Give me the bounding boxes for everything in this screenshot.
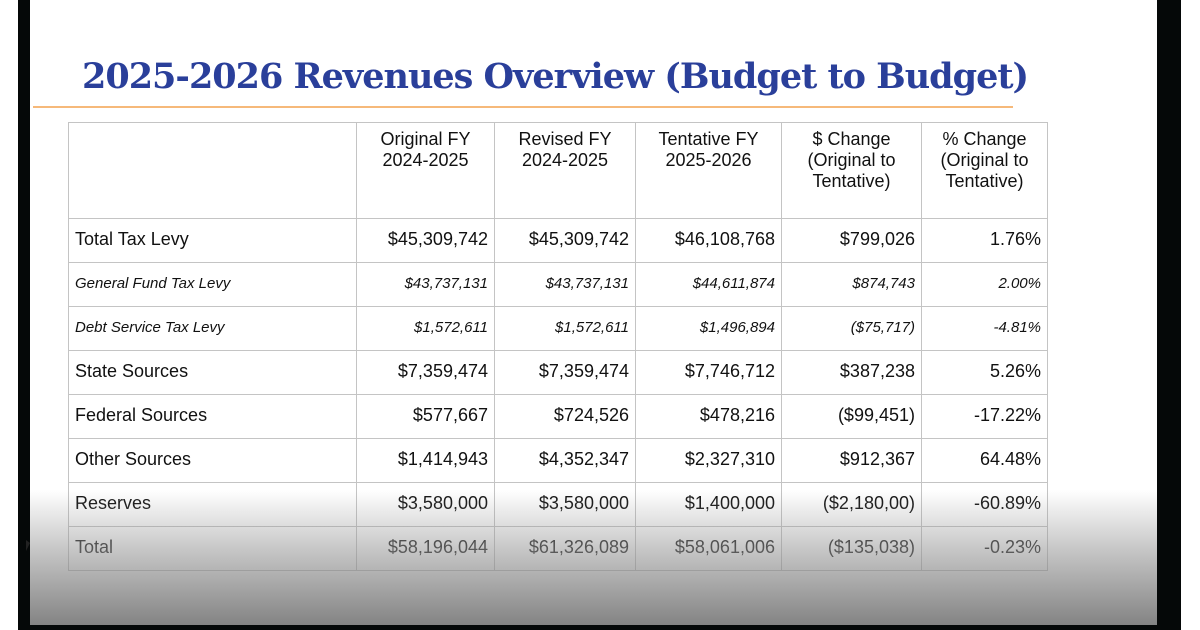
cell-value: $2,327,310: [635, 438, 782, 483]
column-header: Original FY 2024-2025: [356, 122, 495, 219]
table-row: General Fund Tax Levy $43,737,131 $43,737,…: [68, 262, 1048, 307]
row-label: General Fund Tax Levy: [68, 262, 357, 307]
cell-value: ($99,451): [781, 394, 922, 439]
cell-value: $43,737,131: [494, 262, 636, 307]
table-row: State Sources $7,359,474 $7,359,474 $7,746,…: [68, 350, 1048, 395]
revenues-table: Original FY 2024-2025 Revised FY 2024-202…: [68, 122, 1048, 571]
cell-value: $577,667: [356, 394, 495, 439]
row-label: Total: [68, 526, 357, 571]
table-row: Debt Service Tax Levy $1,572,611 $1,572,61…: [68, 306, 1048, 351]
table-row: Other Sources $1,414,943 $4,352,347 $2,327,…: [68, 438, 1048, 483]
title-underline: [33, 106, 1013, 108]
table-row: Reserves $3,580,000 $3,580,000 $1,400,000 ($…: [68, 482, 1048, 527]
cell-value: $478,216: [635, 394, 782, 439]
mouse-cursor-icon: [26, 540, 30, 551]
cell-value: $724,526: [494, 394, 636, 439]
cell-value: $43,737,131: [356, 262, 495, 307]
slide: 2025-2026 Revenues Overview (Budget to B…: [30, 0, 1157, 625]
cell-value: $4,352,347: [494, 438, 636, 483]
column-header: [68, 122, 357, 219]
row-label: Total Tax Levy: [68, 218, 357, 263]
cell-value: $912,367: [781, 438, 922, 483]
row-label: Other Sources: [68, 438, 357, 483]
bottom-border: [18, 625, 1181, 630]
cell-value: $1,572,611: [494, 306, 636, 351]
cell-value: ($2,180,00): [781, 482, 922, 527]
cell-value: $799,026: [781, 218, 922, 263]
cell-value: $7,359,474: [356, 350, 495, 395]
cell-value: $61,326,089: [494, 526, 636, 571]
cell-value: $1,572,611: [356, 306, 495, 351]
cell-value: 5.26%: [921, 350, 1048, 395]
table-row: Federal Sources $577,667 $724,526 $478,216(…: [68, 394, 1048, 439]
cell-value: -60.89%: [921, 482, 1048, 527]
cell-value: -4.81%: [921, 306, 1048, 351]
cell-value: $387,238: [781, 350, 922, 395]
cell-value: $1,400,000: [635, 482, 782, 527]
cell-value: 64.48%: [921, 438, 1048, 483]
row-label: Reserves: [68, 482, 357, 527]
cell-value: $874,743: [781, 262, 922, 307]
cell-value: $58,196,044: [356, 526, 495, 571]
left-border: [18, 0, 30, 630]
column-header: Tentative FY 2025-2026: [635, 122, 782, 219]
cell-value: $58,061,006: [635, 526, 782, 571]
cell-value: -17.22%: [921, 394, 1048, 439]
row-label: Debt Service Tax Levy: [68, 306, 357, 351]
cell-value: $45,309,742: [494, 218, 636, 263]
cell-value: 1.76%: [921, 218, 1048, 263]
cell-value: 2.00%: [921, 262, 1048, 307]
column-header: % Change (Original to Tentative): [921, 122, 1048, 219]
column-header: Revised FY 2024-2025: [494, 122, 636, 219]
cell-value: $7,359,474: [494, 350, 636, 395]
row-label: Federal Sources: [68, 394, 357, 439]
header-row: Original FY 2024-2025 Revised FY 2024-202…: [68, 122, 1048, 219]
cell-value: $45,309,742: [356, 218, 495, 263]
cell-value: ($75,717): [781, 306, 922, 351]
slide-title: 2025-2026 Revenues Overview (Budget to B…: [82, 56, 1029, 97]
cell-value: $3,580,000: [494, 482, 636, 527]
table-row: Total Tax Levy $45,309,742 $45,309,742 $46,…: [68, 218, 1048, 263]
cell-value: -0.23%: [921, 526, 1048, 571]
row-label: State Sources: [68, 350, 357, 395]
cell-value: $46,108,768: [635, 218, 782, 263]
cell-value: ($135,038): [781, 526, 922, 571]
column-header: $ Change (Original to Tentative): [781, 122, 922, 219]
right-border: [1157, 0, 1181, 630]
cell-value: $44,611,874: [635, 262, 782, 307]
cell-value: $3,580,000: [356, 482, 495, 527]
cell-value: $1,414,943: [356, 438, 495, 483]
cell-value: $7,746,712: [635, 350, 782, 395]
cell-value: $1,496,894: [635, 306, 782, 351]
table-row: Total $58,196,044 $61,326,089 $58,061,006 ($…: [68, 526, 1048, 571]
